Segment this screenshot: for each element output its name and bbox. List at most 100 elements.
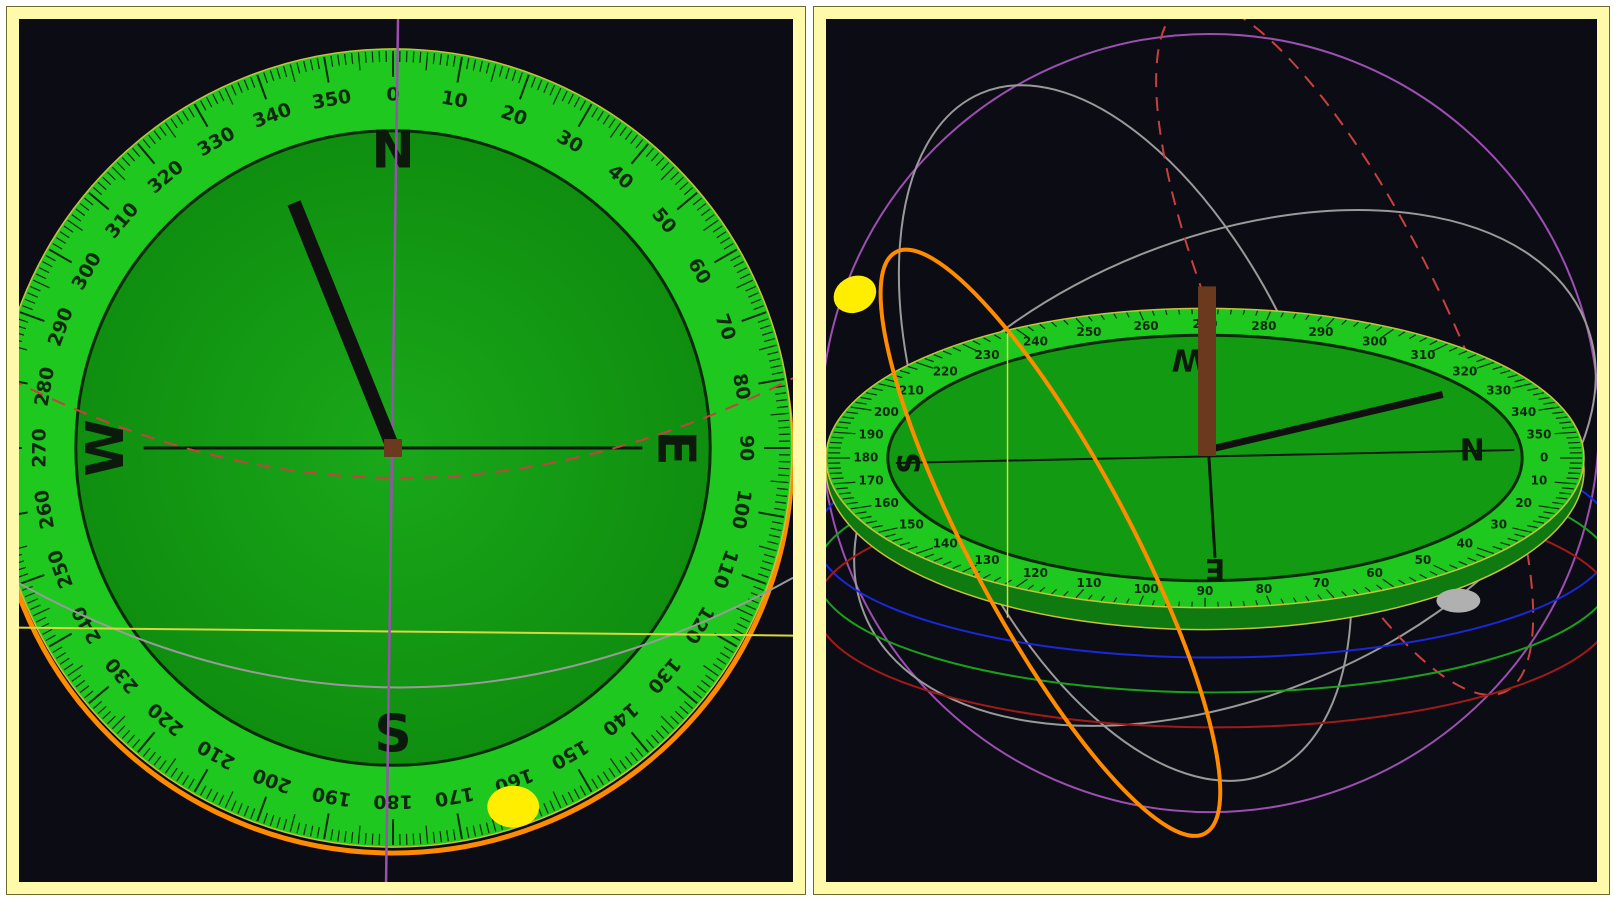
degree-tick [1554, 431, 1577, 435]
degree-tick [1507, 374, 1518, 379]
degree-tick [776, 405, 788, 409]
degree-label: 280 [1251, 319, 1276, 333]
right-view-viewport[interactable]: 0 10 20 30 40 50 60 70 80 90 100 110 120 130 140 150 160… [826, 19, 1597, 882]
degree-tick [872, 524, 883, 529]
degree-label: 320 [1452, 365, 1477, 379]
degree-tick [552, 87, 562, 105]
degree-tick [1467, 354, 1477, 359]
degree-tick [472, 59, 477, 71]
degree-tick [776, 487, 788, 491]
degree-tick [619, 760, 627, 770]
left-view-viewport[interactable]: 0 10 20 30 40 50 60 70 80 90 100 110 120 130 140 150 160… [19, 19, 793, 882]
degree-tick [256, 74, 268, 100]
degree-tick [452, 829, 456, 841]
cardinal-e: E [1205, 551, 1225, 586]
degree-tick [498, 66, 504, 78]
degree-tick [419, 51, 422, 63]
degree-label: 10 [440, 87, 470, 113]
degree-tick [1408, 576, 1417, 582]
degree-tick [723, 646, 734, 654]
right-view-canvas[interactable]: 0 10 20 30 40 50 60 70 80 90 100 110 120 130 140 150160… [826, 19, 1597, 882]
degree-tick [1500, 370, 1511, 374]
degree-tick [67, 664, 83, 677]
degree-tick [479, 60, 483, 72]
degree-tick [182, 775, 189, 786]
degree-tick [350, 831, 354, 843]
cardinal-n: N [371, 121, 414, 181]
degree-tick [357, 52, 361, 71]
degree-tick [579, 785, 587, 796]
degree-tick [842, 416, 855, 419]
degree-tick [748, 292, 759, 298]
degree-tick [19, 332, 25, 336]
degree-tick [121, 729, 131, 739]
degree-tick [872, 387, 883, 392]
degree-tick [674, 176, 684, 186]
degree-tick [839, 421, 851, 424]
degree-tick [1364, 323, 1371, 330]
degree-tick [1165, 309, 1168, 316]
degree-tick [357, 825, 361, 844]
degree-tick [771, 371, 783, 375]
degree-tick [830, 441, 842, 444]
degree-tick [52, 242, 63, 250]
degree-tick [159, 760, 167, 770]
degree-tick [164, 122, 177, 138]
degree-label: 110 [1077, 576, 1102, 590]
degree-tick [839, 492, 851, 495]
degree-label: 10 [1531, 474, 1548, 488]
degree-tick [1113, 597, 1118, 603]
shadow-needle [287, 200, 400, 451]
degree-tick [1317, 316, 1322, 322]
degree-tick [371, 51, 374, 63]
degree-label: 180 [373, 791, 413, 813]
degree-tick [683, 187, 694, 196]
degree-tick [456, 813, 463, 840]
degree-tick [767, 540, 779, 545]
degree-tick [660, 161, 670, 171]
degree-tick [1568, 441, 1580, 444]
degree-tick [609, 758, 622, 774]
north-south-line [895, 449, 1515, 464]
degree-tick [720, 237, 731, 244]
degree-tick [916, 361, 934, 369]
degree-tick [231, 85, 237, 96]
degree-tick [153, 756, 162, 766]
secondary-body-marker[interactable] [1436, 588, 1481, 613]
degree-tick [75, 208, 86, 217]
degree-tick [337, 54, 340, 66]
degree-tick [1341, 590, 1347, 597]
sun-marker[interactable] [827, 269, 882, 320]
sun-marker[interactable] [487, 785, 540, 828]
degree-tick [24, 592, 36, 598]
degree-tick [52, 646, 63, 654]
degree-tick [635, 139, 644, 149]
degree-tick [59, 231, 70, 239]
degree-tick [289, 64, 296, 82]
degree-tick [276, 817, 281, 828]
gnomon [1198, 286, 1216, 456]
degree-tick [942, 560, 952, 566]
left-view-canvas[interactable]: 0 102030405060708090100110120130140150160… [19, 19, 793, 882]
degree-tick [102, 710, 112, 720]
degree-tick [170, 767, 178, 778]
degree-tick [446, 54, 449, 66]
degree-tick [660, 715, 675, 730]
degree-tick [1476, 361, 1495, 369]
degree-label: 250 [1077, 325, 1102, 339]
degree-tick [1229, 601, 1232, 607]
degree-tick [543, 803, 549, 814]
degree-label: 0 [1540, 450, 1548, 464]
degree-label: 230 [975, 348, 1000, 362]
degree-tick [730, 254, 741, 262]
degree-tick [1538, 396, 1550, 401]
degree-tick [111, 166, 126, 181]
degree-tick [1051, 588, 1057, 595]
degree-tick [188, 778, 195, 789]
degree-tick [716, 231, 727, 239]
degree-tick [39, 267, 50, 274]
degree-tick [350, 53, 354, 65]
degree-tick [88, 685, 110, 705]
degree-tick [250, 808, 256, 819]
degree-tick [1178, 601, 1181, 607]
